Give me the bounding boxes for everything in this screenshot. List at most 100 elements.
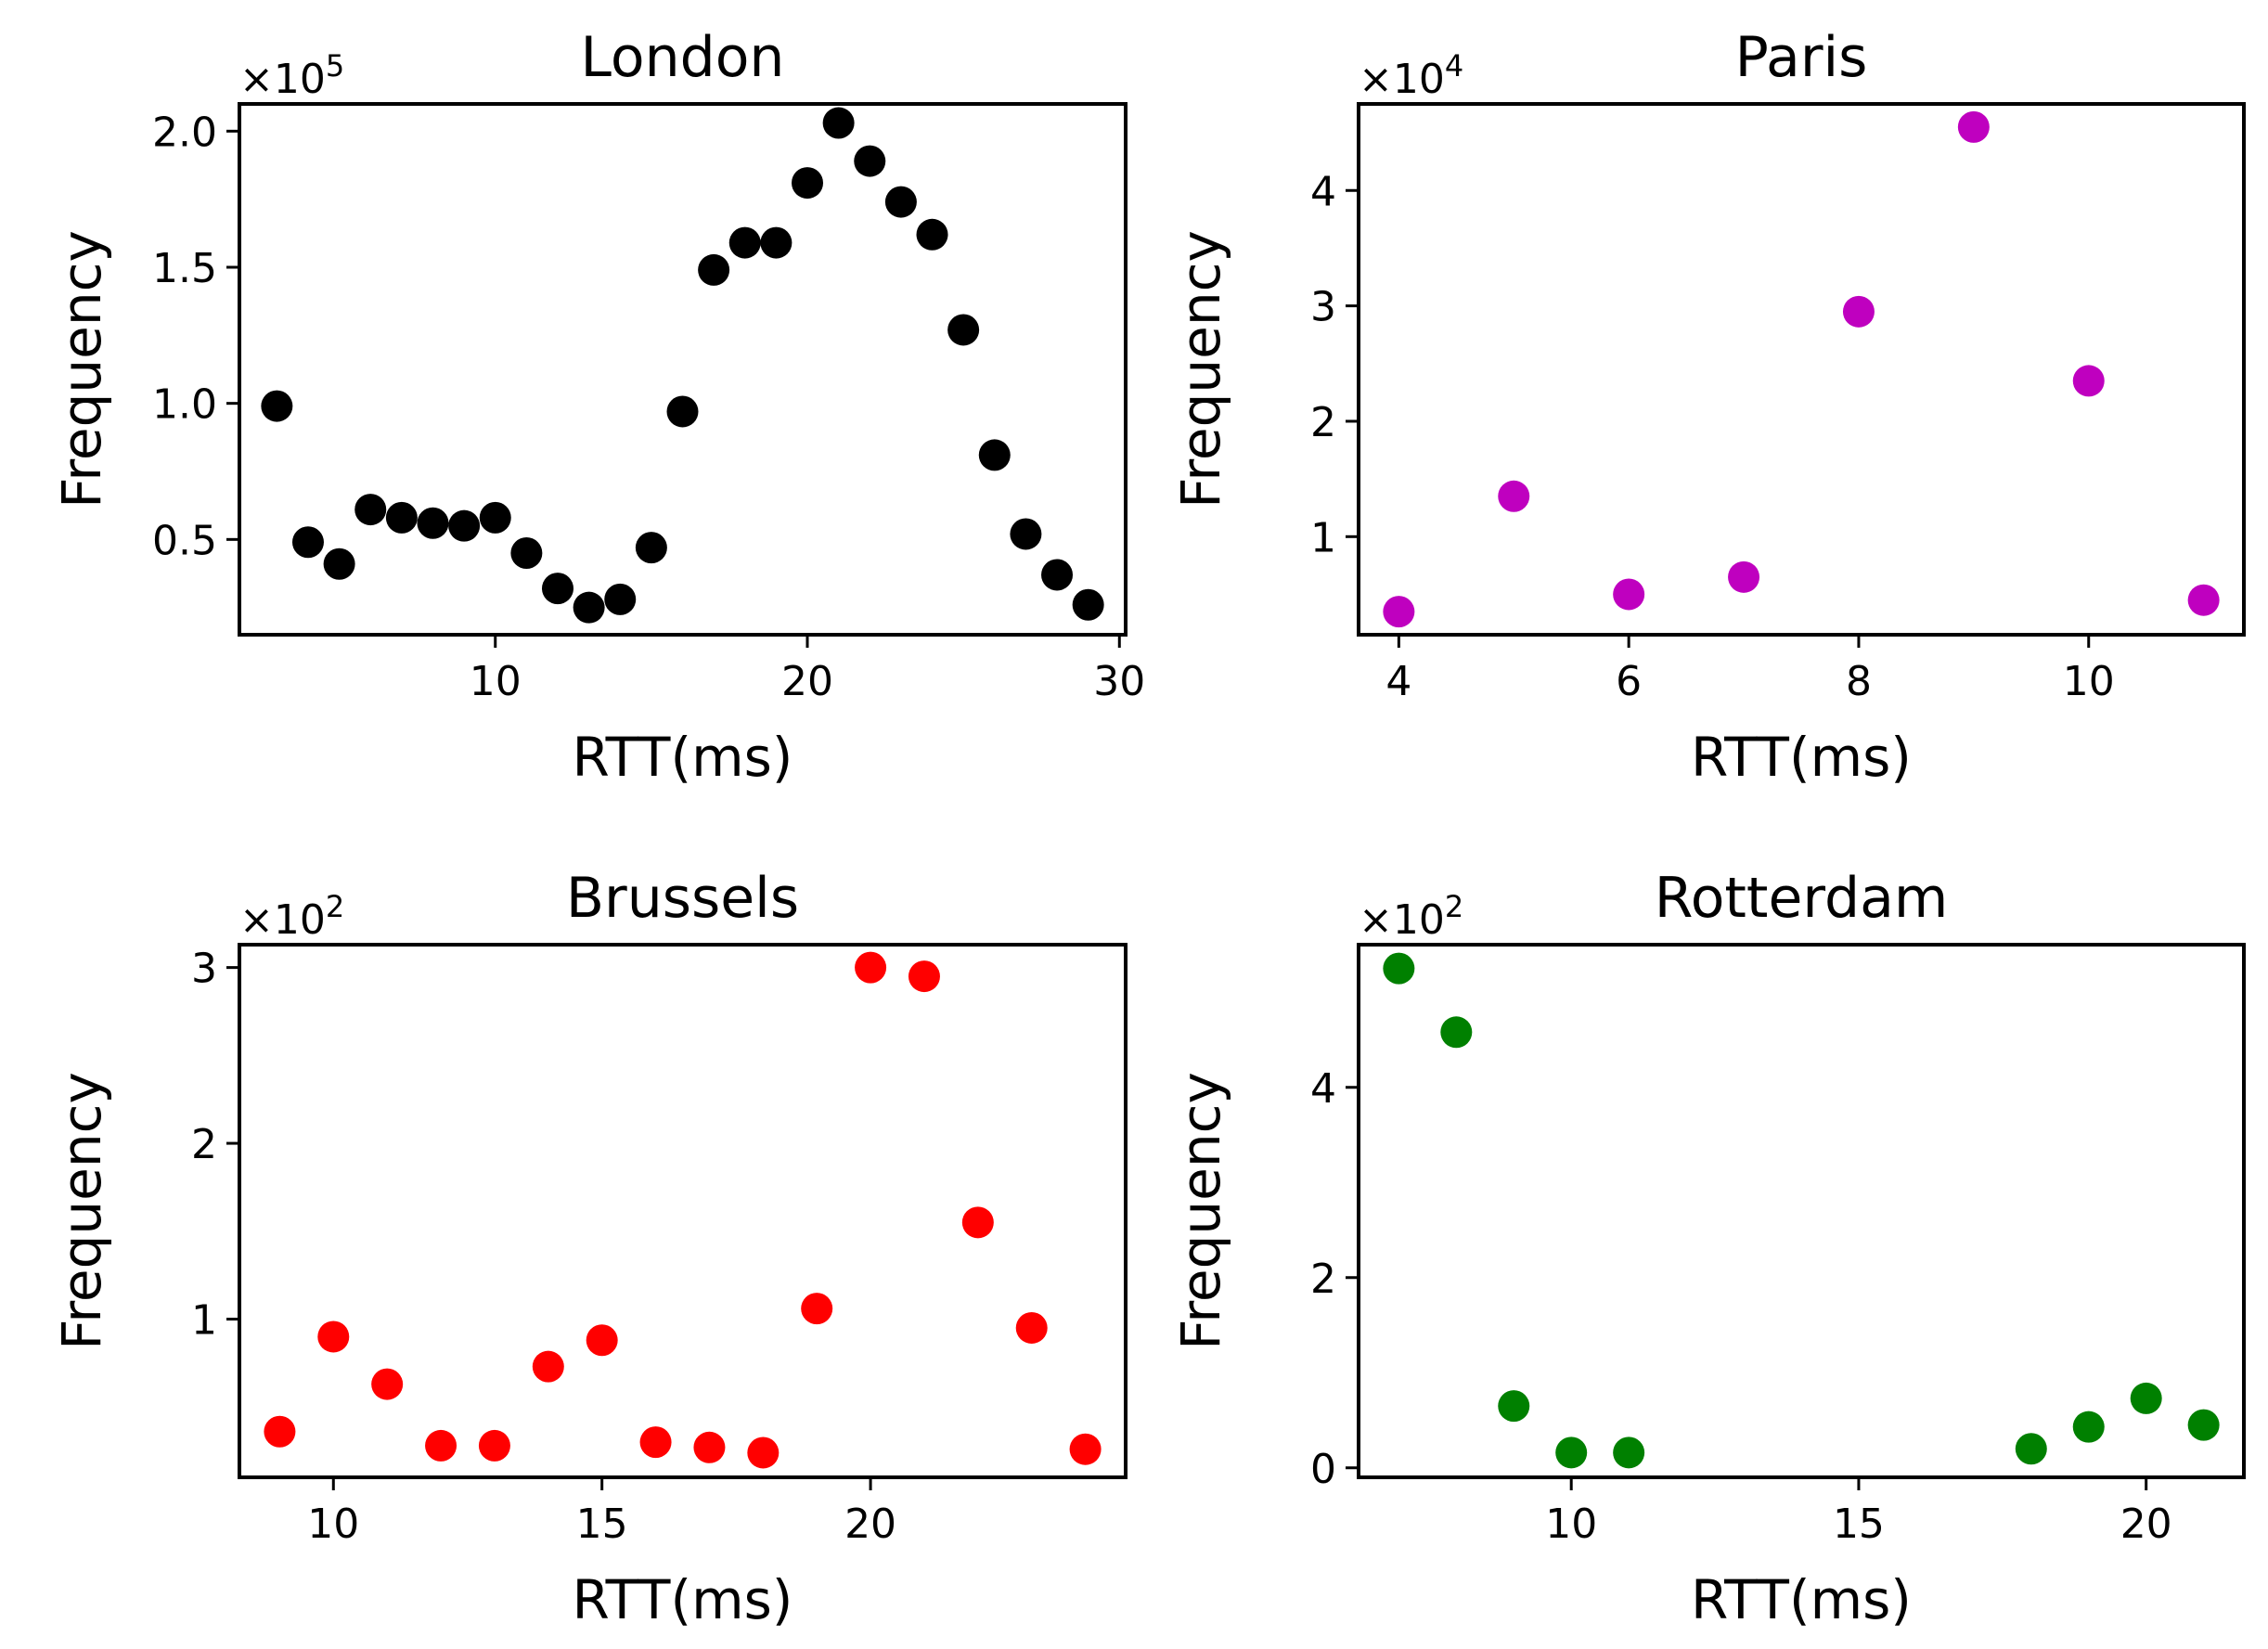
london-ylabel: Frequency: [50, 230, 113, 509]
london-data-point: [666, 395, 699, 428]
paris-data-point: [2072, 365, 2105, 397]
brussels-data-point: [855, 951, 887, 984]
rotterdam-ytick-label: 2: [1310, 1256, 1336, 1303]
london-data-point: [604, 583, 637, 615]
subplot-rotterdam: Rotterdam 10 15 20 0 2 4 ×102 RTT(ms) Frequency: [1169, 866, 2246, 1631]
rotterdam-xtick-label: 20: [2120, 1501, 2172, 1548]
london-data-point: [978, 439, 1011, 471]
brussels-ytick-label: 3: [191, 946, 217, 993]
brussels-axes-frame: [238, 943, 1128, 1479]
rotterdam-data-point: [1555, 1436, 1588, 1469]
london-data-point: [261, 390, 293, 422]
paris-data-point: [1383, 596, 1415, 628]
rotterdam-data-point: [2130, 1382, 2162, 1414]
brussels-xtick-label: 15: [576, 1501, 628, 1548]
rotterdam-y-multiplier-exponent: 2: [1445, 889, 1463, 924]
london-data-point: [573, 591, 605, 624]
brussels-ylabel: Frequency: [50, 1072, 113, 1350]
paris-y-multiplier: ×104: [1359, 48, 1463, 103]
london-xlabel: RTT(ms): [573, 726, 793, 789]
paris-xtick-label: 6: [1616, 658, 1642, 705]
brussels-y-multiplier: ×102: [239, 889, 344, 944]
london-data-point: [291, 526, 324, 559]
brussels-ytick-label: 1: [191, 1297, 217, 1345]
brussels-data-point: [425, 1429, 457, 1462]
brussels-data-point: [371, 1368, 404, 1400]
london-data-point: [541, 573, 573, 605]
london-ytick-label: 0.5: [152, 517, 217, 564]
brussels-xlabel: RTT(ms): [573, 1568, 793, 1631]
paris-ytick-label: 4: [1310, 168, 1336, 215]
london-xtick-label: 30: [1093, 658, 1145, 705]
paris-xtick-label: 4: [1385, 658, 1411, 705]
london-data-point: [792, 167, 824, 200]
london-data-point: [916, 218, 948, 251]
paris-title: Paris: [1735, 25, 1868, 90]
rotterdam-data-point: [1613, 1436, 1645, 1469]
london-data-point: [760, 226, 793, 259]
rotterdam-xtick-label: 15: [1833, 1501, 1885, 1548]
london-y-multiplier-exponent: 5: [326, 48, 344, 84]
london-title: London: [581, 25, 785, 90]
rotterdam-data-point: [1498, 1390, 1530, 1423]
paris-ytick-label: 3: [1310, 284, 1336, 331]
rotterdam-data-point: [2187, 1409, 2220, 1441]
brussels-data-point: [1069, 1433, 1102, 1465]
rotterdam-data-point: [1383, 952, 1415, 985]
london-xtick-label: 10: [470, 658, 522, 705]
london-data-point: [385, 501, 418, 534]
rotterdam-data-point: [1440, 1016, 1473, 1049]
rotterdam-data-point: [2072, 1411, 2105, 1443]
london-data-point: [728, 226, 761, 259]
subplot-london: London 10 20 30 0.5 1.0 1.5 2.0 ×105 RTT(ms) Frequ…: [50, 25, 1145, 789]
brussels-xtick-label: 20: [844, 1501, 896, 1548]
brussels-data-point: [801, 1293, 833, 1325]
brussels-data-point: [264, 1415, 296, 1448]
london-data-point: [947, 314, 980, 346]
london-data-point: [354, 494, 387, 526]
london-data-point: [884, 186, 917, 218]
paris-axes-frame: [1357, 102, 2246, 637]
rotterdam-title: Rotterdam: [1655, 866, 1949, 931]
london-data-point: [479, 501, 511, 534]
rotterdam-xlabel: RTT(ms): [1691, 1568, 1912, 1631]
rotterdam-data-point: [2015, 1433, 2047, 1465]
paris-y-multiplier-exponent: 4: [1445, 48, 1463, 84]
paris-xtick-label: 10: [2063, 658, 2115, 705]
brussels-data-point: [317, 1320, 350, 1353]
brussels-title: Brussels: [566, 866, 799, 931]
london-data-point: [417, 507, 449, 539]
rotterdam-ytick-label: 0: [1310, 1446, 1336, 1493]
london-ytick-label: 1.0: [152, 381, 217, 429]
london-data-point: [635, 532, 667, 564]
subplot-brussels: Brussels 10 15 20 1 2 3 ×102 RTT(ms) Frequency: [50, 866, 1128, 1631]
paris-data-point: [1842, 295, 1875, 328]
brussels-data-point: [747, 1436, 780, 1469]
paris-data-point: [2187, 584, 2220, 616]
brussels-data-point: [1015, 1311, 1048, 1344]
brussels-data-point: [908, 960, 940, 993]
paris-ytick-label: 2: [1310, 399, 1336, 446]
rotterdam-y-multiplier: ×102: [1359, 889, 1463, 944]
rotterdam-ylabel: Frequency: [1169, 1072, 1232, 1350]
london-xtick-label: 20: [781, 658, 833, 705]
london-data-point: [1072, 588, 1104, 621]
london-data-point: [448, 509, 481, 542]
london-y-multiplier: ×105: [239, 48, 344, 103]
brussels-ytick-label: 2: [191, 1121, 217, 1168]
brussels-data-point: [693, 1431, 726, 1463]
brussels-data-point: [478, 1429, 510, 1462]
paris-xlabel: RTT(ms): [1691, 726, 1912, 789]
london-ytick-label: 1.5: [152, 245, 217, 292]
london-axes-frame: [238, 102, 1128, 637]
paris-data-point: [1728, 560, 1760, 593]
london-data-point: [1010, 518, 1042, 550]
brussels-xtick-label: 10: [307, 1501, 359, 1548]
brussels-y-multiplier-exponent: 2: [326, 889, 344, 924]
london-data-point: [323, 548, 355, 580]
paris-data-point: [1498, 480, 1530, 512]
paris-ylabel: Frequency: [1169, 230, 1232, 509]
